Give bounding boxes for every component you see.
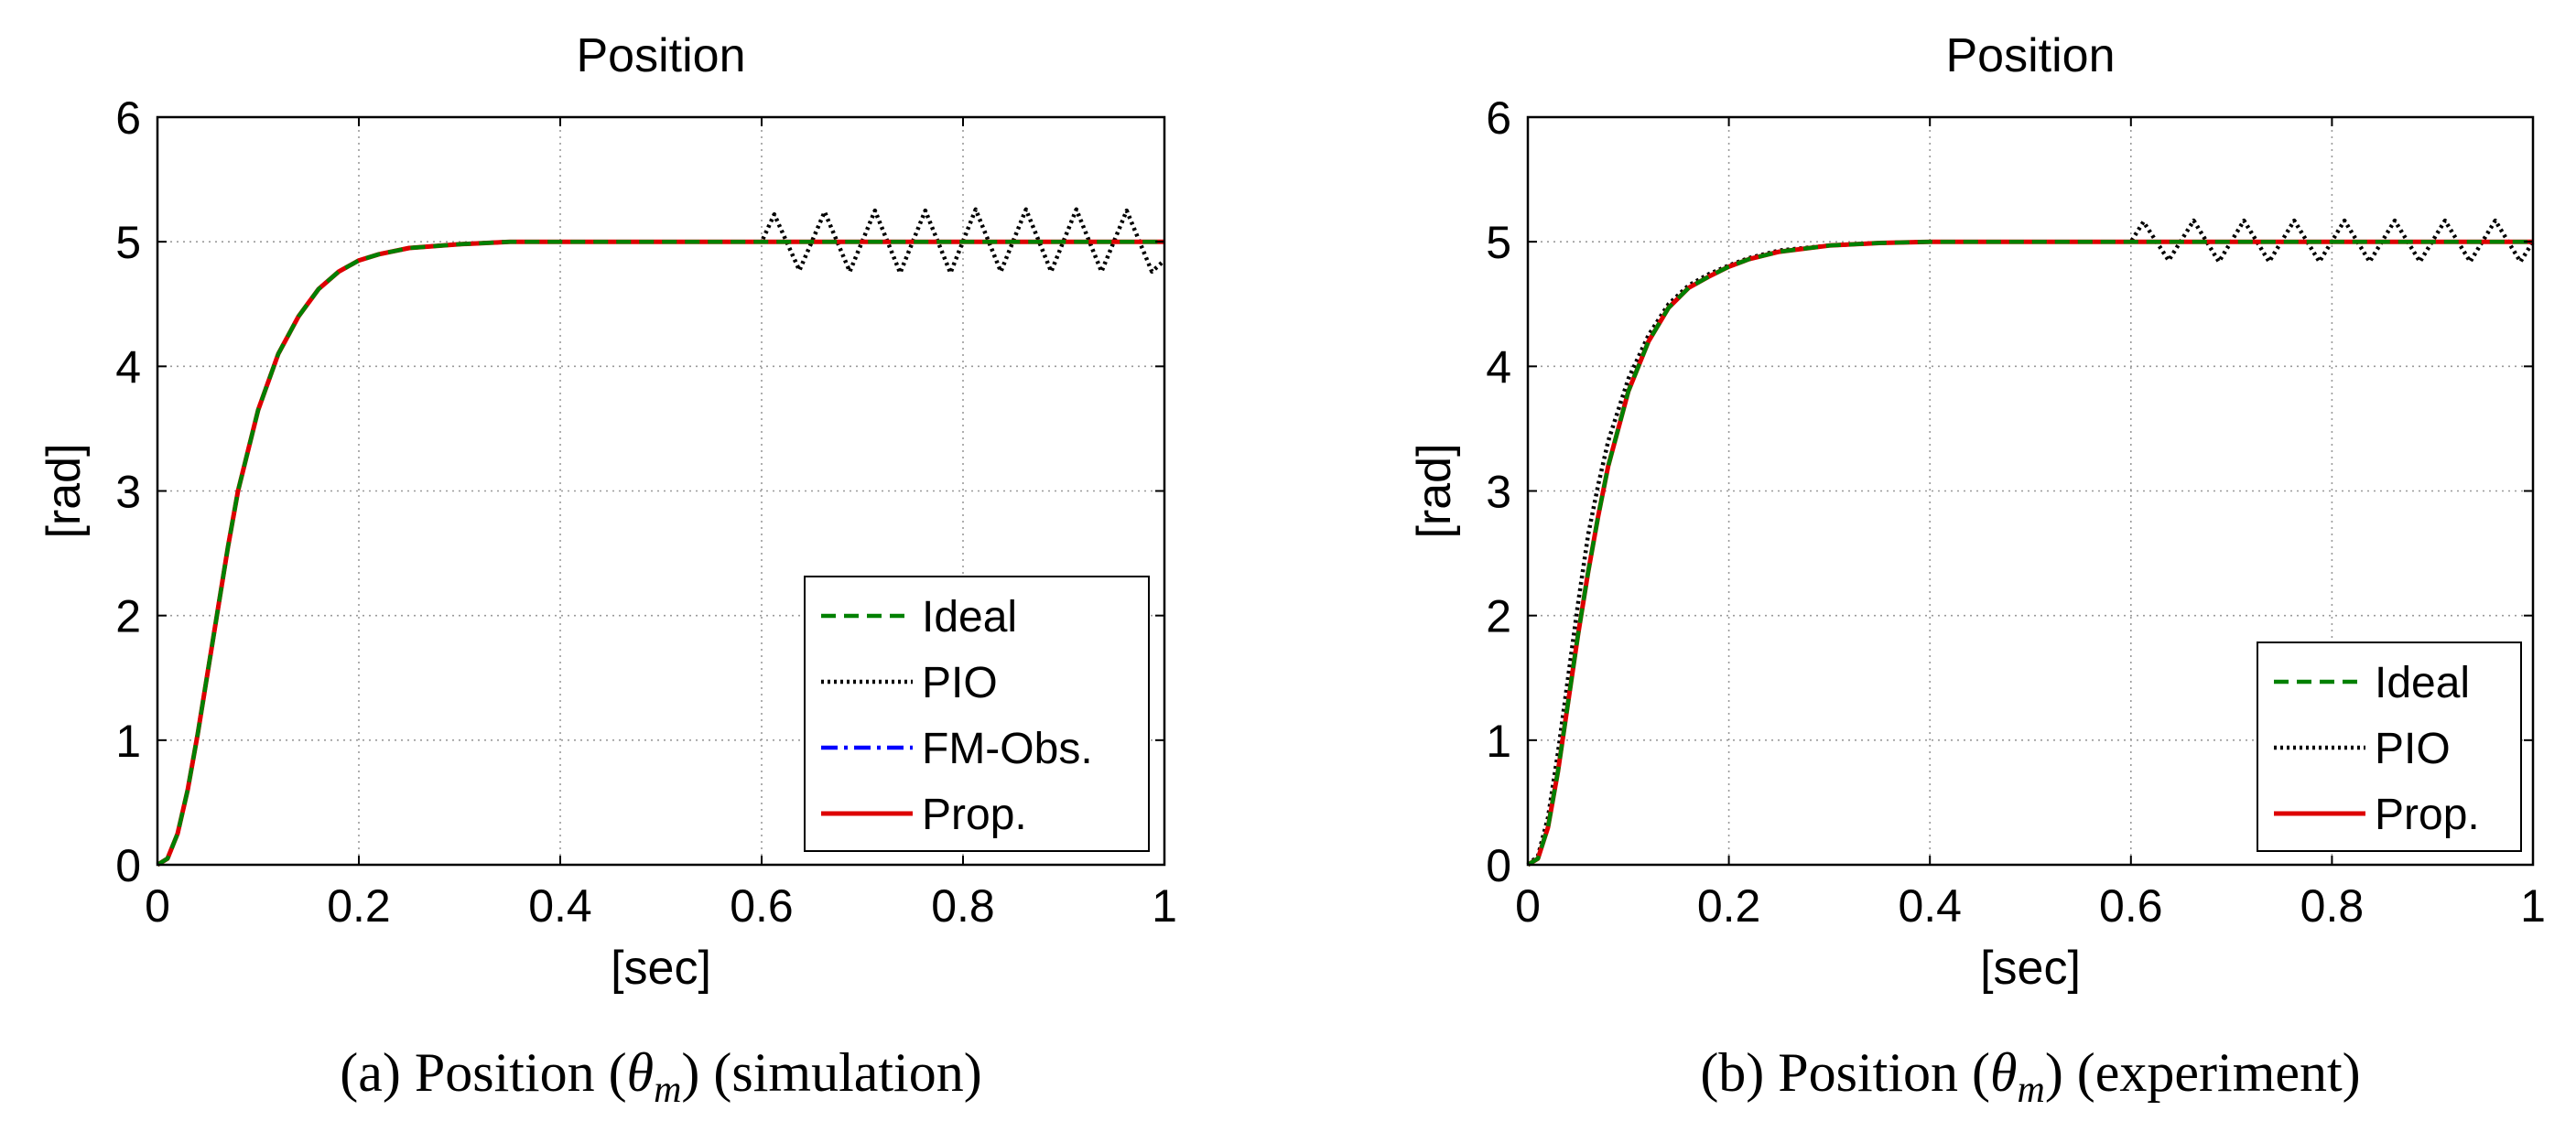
- y-tick-label: 1: [115, 716, 141, 767]
- x-tick-label: 0.2: [327, 880, 391, 932]
- y-tick-label: 2: [115, 591, 141, 642]
- legend: Ideal PIO Prop.: [2257, 641, 2522, 852]
- x-tick-label: 0: [1515, 880, 1541, 932]
- legend-label: Ideal: [922, 593, 1017, 641]
- x-tick-label: 1: [2520, 880, 2546, 932]
- legend-box: [804, 576, 1150, 852]
- x-axis-label: [sec]: [611, 942, 711, 995]
- x-tick-label: 0.6: [2099, 880, 2163, 932]
- x-tick-label: 0: [145, 880, 170, 932]
- x-tick-label: 0.8: [931, 880, 995, 932]
- y-tick-label: 0: [115, 840, 141, 891]
- chart-title: Position: [1946, 29, 2116, 82]
- legend-label: PIO: [922, 659, 998, 707]
- legend-label: Prop.: [2375, 791, 2480, 839]
- legend-label: FM-Obs.: [922, 725, 1093, 773]
- chart-panel-b: 0 0.2 0.4 0.6 0.8 1 0 1 2 3 4 5 6 Position [sec] [rad] I…: [1408, 29, 2546, 1111]
- series-line-ideal: [1526, 239, 2533, 867]
- x-tick-label: 0.6: [730, 880, 794, 932]
- caption-subscript: m: [654, 1069, 681, 1111]
- y-tick-label: 5: [115, 217, 141, 268]
- y-tick-label: 3: [115, 467, 141, 518]
- y-tick-label: 0: [1486, 840, 1511, 891]
- caption-tail: ) (simulation): [681, 1042, 981, 1103]
- y-axis-label: [rad]: [38, 443, 91, 538]
- y-tick-label: 2: [1486, 591, 1511, 642]
- figure-caption: (b) Position (θm) (experiment): [1700, 1042, 2360, 1111]
- legend-label: Prop.: [922, 791, 1027, 839]
- x-axis-label: [sec]: [1980, 942, 2081, 995]
- chart-title: Position: [577, 29, 746, 82]
- y-tick-label: 3: [1486, 467, 1511, 518]
- caption-symbol: θ: [627, 1042, 654, 1103]
- x-tick-label: 0.2: [1697, 880, 1761, 932]
- y-axis-label: [rad]: [1408, 443, 1461, 538]
- chart-panel-a: 0 0.2 0.4 0.6 0.8 1 0 1 2 3 4 5 6 Position [sec] [rad] I…: [38, 29, 1177, 1111]
- x-tick-label: 0.4: [1898, 880, 1962, 932]
- y-tick-label: 6: [115, 92, 141, 144]
- figure-caption: (a) Position (θm) (simulation): [340, 1042, 981, 1111]
- y-tick-label: 6: [1486, 92, 1511, 144]
- series-line-ideal: [156, 239, 1164, 867]
- caption-subscript: m: [2017, 1069, 2044, 1111]
- legend-label: Ideal: [2375, 659, 2470, 707]
- y-tick-label: 4: [115, 341, 141, 393]
- caption-tail: ) (experiment): [2045, 1042, 2361, 1103]
- x-tick-label: 0.4: [528, 880, 592, 932]
- y-tick-label: 1: [1486, 716, 1511, 767]
- x-tick-label: 1: [1152, 880, 1177, 932]
- y-tick-label: 5: [1486, 217, 1511, 268]
- y-tick-label: 4: [1486, 341, 1511, 393]
- caption-label: (a) Position (: [340, 1042, 626, 1103]
- x-tick-label: 0.8: [2300, 880, 2365, 932]
- caption-label: (b) Position (: [1700, 1042, 1990, 1103]
- legend: Ideal PIO FM-Obs. Prop.: [804, 576, 1150, 852]
- legend-label: PIO: [2375, 725, 2451, 773]
- caption-symbol: θ: [1990, 1042, 2017, 1103]
